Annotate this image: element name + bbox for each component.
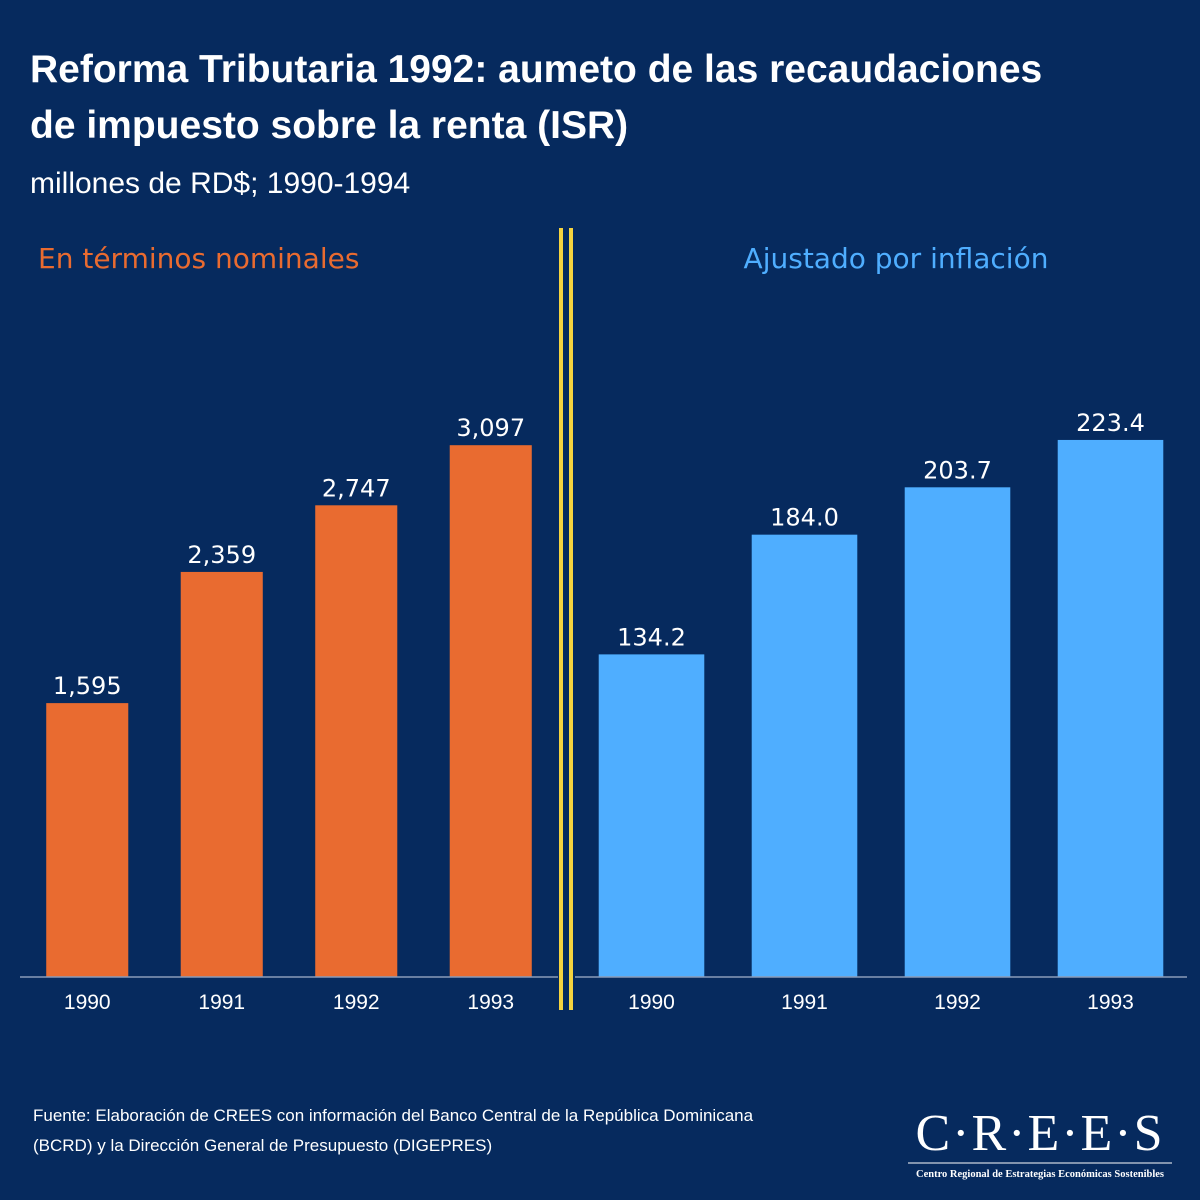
value-label: 134.2 — [617, 623, 686, 651]
value-label: 223.4 — [1076, 409, 1145, 437]
value-label: 2,747 — [322, 474, 391, 502]
x-tick-label: 1991 — [198, 991, 245, 1014]
title-line: de impuesto sobre la renta (ISR) — [30, 104, 628, 147]
bar — [1057, 439, 1164, 977]
x-tick-label: 1992 — [934, 991, 981, 1014]
bar — [315, 505, 398, 977]
logo-tagline: Centro Regional de Estrategias Económica… — [916, 1169, 1164, 1180]
x-tick-label: 1990 — [628, 991, 675, 1014]
panel-title: En términos nominales — [38, 242, 359, 275]
x-tick-label: 1990 — [64, 991, 111, 1014]
bar — [180, 571, 263, 977]
x-tick-label: 1993 — [1087, 991, 1134, 1014]
source-line: (BCRD) y la Dirección General de Presupu… — [33, 1136, 492, 1155]
bar — [904, 487, 1011, 977]
value-label: 1,595 — [53, 672, 122, 700]
bar — [598, 654, 705, 977]
source-line: Fuente: Elaboración de CREES con informa… — [33, 1106, 754, 1125]
title-line: Reforma Tributaria 1992: aumeto de las r… — [30, 48, 1042, 91]
logo: C·R·E·E·S — [915, 1105, 1164, 1162]
value-label: 203.7 — [923, 456, 992, 484]
subtitle: millones de RD$; 1990-1994 — [30, 167, 410, 200]
bar — [46, 703, 129, 977]
x-tick-label: 1992 — [333, 991, 380, 1014]
value-label: 2,359 — [187, 541, 256, 569]
bar — [449, 445, 532, 977]
x-tick-label: 1993 — [467, 991, 514, 1014]
value-label: 184.0 — [770, 504, 839, 532]
panel-title: Ajustado por inflación — [744, 242, 1049, 275]
value-label: 3,097 — [456, 414, 525, 442]
bar — [751, 534, 858, 977]
x-tick-label: 1991 — [781, 991, 828, 1014]
